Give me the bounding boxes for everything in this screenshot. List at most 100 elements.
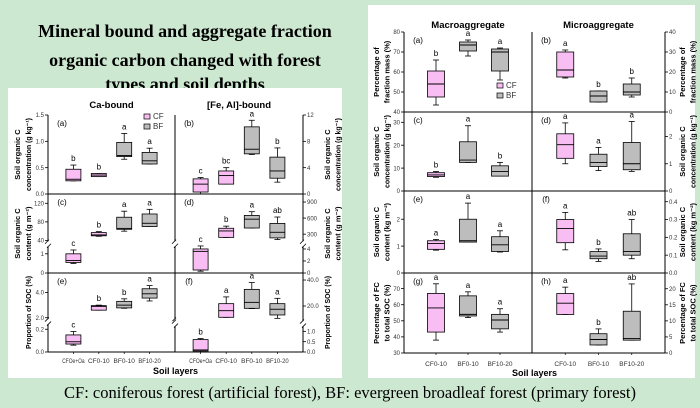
x-axis-title: Soil layers — [512, 368, 557, 378]
y-axis-title-right: concentration (g kg⁻¹) — [689, 115, 698, 188]
significance-letter: a — [147, 198, 152, 207]
significance-letter: a — [498, 298, 503, 307]
y-tick-label: 0.2 — [669, 236, 678, 242]
box-iqr — [491, 48, 509, 72]
axis-break-mark — [44, 239, 50, 245]
box-iqr — [90, 232, 107, 237]
y-tick-label: 300 — [307, 232, 318, 238]
significance-letter: b — [498, 151, 503, 160]
box-CF: b — [90, 162, 107, 178]
box-BF: a — [459, 281, 477, 318]
y-tick-label: 0 — [669, 110, 673, 116]
axis-break-mark — [299, 319, 305, 324]
box-iqr — [491, 165, 509, 177]
panel-label: (a) — [413, 36, 423, 45]
y-tick-label: 4 — [307, 166, 311, 172]
legend-swatch-CF — [143, 113, 151, 120]
x-tick-label: BF10-20 — [488, 361, 513, 368]
significance-letter: c — [71, 239, 75, 248]
y-tick-label: 0.5 — [307, 340, 316, 346]
box-iqr — [65, 334, 82, 345]
axis-break-mark — [46, 243, 52, 249]
box-iqr — [427, 240, 445, 250]
box-CF: a — [556, 112, 575, 165]
y-axis-title-left: content (kg m⁻²) — [383, 202, 392, 261]
significance-letter: a — [275, 287, 280, 296]
panel-label: (e) — [413, 195, 423, 204]
significance-letter: a — [122, 122, 127, 131]
column-header: Microaggregate — [563, 20, 634, 31]
box-iqr — [141, 151, 158, 165]
y-tick-label: 0.0 — [669, 271, 678, 277]
x-tick-label: BF10-20 — [619, 361, 644, 368]
y-axis-title-left: Percentage of FC — [372, 282, 381, 344]
y-tick-label: 60 — [393, 70, 400, 76]
box-iqr — [192, 178, 209, 193]
aggregate-figure: Macroaggregate Microaggregate Percentage o… — [368, 5, 698, 378]
y-axis-title-left: content (g m⁻²) — [24, 206, 33, 260]
significance-letter: a — [250, 272, 255, 281]
y-tick-label: 20 — [669, 70, 676, 76]
y-tick-label: 8 — [307, 140, 311, 146]
panel-b: (b) 0 10 20 30 40 a b b — [541, 30, 676, 116]
y-tick-label: 70 — [393, 50, 400, 56]
box-CF: b — [90, 294, 107, 311]
box-BF: a — [491, 298, 509, 333]
axis-break-mark — [44, 317, 50, 322]
significance-letter: a — [563, 112, 568, 121]
box-iqr — [622, 142, 641, 171]
y-tick-label: 10 — [669, 319, 676, 325]
y-tick-label: 15 — [669, 303, 676, 309]
significance-letter: a — [563, 201, 568, 210]
box-iqr — [243, 215, 260, 229]
box-BF: ab — [622, 209, 641, 260]
box-iqr — [243, 288, 260, 309]
y-axis-title-right: fraction mass (%) — [689, 40, 698, 103]
y-axis-title-left: Percentage of — [372, 47, 381, 97]
significance-letter: a — [434, 273, 439, 282]
significance-letter: b — [97, 294, 102, 303]
box-CF: a — [556, 39, 575, 79]
axis-break-gap — [172, 321, 178, 327]
box-iqr — [192, 339, 209, 352]
legend-label: CF — [153, 112, 164, 121]
y-tick-label: 2 — [307, 259, 311, 265]
y-tick-label: 30 — [669, 50, 676, 56]
y-axis-title-right: Soil organic C — [323, 129, 332, 180]
box-CF: a — [556, 201, 575, 251]
box-BF: b — [116, 288, 133, 309]
panel-label: (b) — [541, 36, 551, 45]
legend-label: CF — [506, 81, 517, 90]
y-tick-label: 80 — [37, 220, 44, 226]
significance-letter: b — [97, 221, 102, 230]
column-header: [Fe, Al]-bound — [207, 100, 271, 111]
box-CF: a — [427, 273, 445, 341]
x-tick-label: BF0-10 — [114, 358, 136, 365]
box-CF: b — [65, 154, 82, 182]
x-tick-label: BF0-10 — [457, 361, 479, 368]
legend-label: BF — [506, 91, 516, 100]
panel-label: (f) — [542, 195, 550, 204]
y-tick-label: 20 — [669, 287, 676, 293]
panel-label: (c) — [413, 116, 423, 125]
significance-letter: b — [71, 154, 76, 163]
y-tick-label: 4.0 — [36, 291, 45, 297]
panel-label: (f) — [185, 277, 193, 286]
y-tick-label: 0.2 — [36, 327, 45, 333]
box-iqr — [556, 133, 575, 159]
panel-e: (e) 0 1 2 a a a — [397, 192, 509, 277]
box-iqr — [90, 305, 107, 311]
y-tick-label: 70 — [393, 287, 400, 293]
box-BF: b — [269, 137, 286, 183]
y-axis-title-left: fraction mass (%) — [383, 40, 392, 103]
box-iqr — [556, 219, 575, 244]
significance-letter: b — [596, 80, 601, 89]
panel-label: (d) — [541, 116, 551, 125]
y-tick-label: 2.0 — [36, 316, 45, 322]
y-tick-label: 0.0 — [36, 192, 45, 198]
box-CF: a — [427, 228, 445, 251]
panel-label: (d) — [184, 198, 194, 207]
y-tick-label: 1.0 — [36, 140, 45, 146]
y-axis-title-right: Soil organic C — [678, 206, 687, 257]
